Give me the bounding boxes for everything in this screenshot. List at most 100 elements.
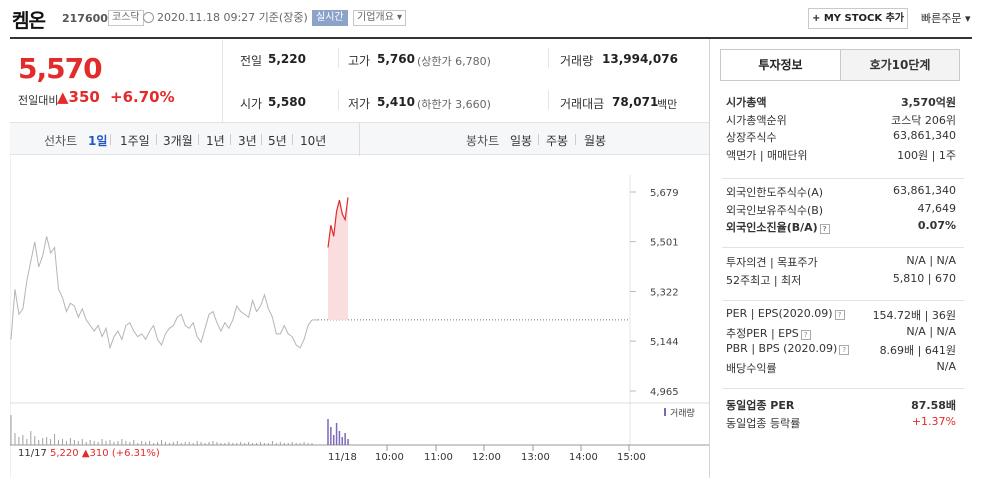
y-tick-label: 5,322 [650, 288, 679, 299]
y-tick-label: 5,144 [650, 337, 679, 348]
info-label: 시가총액 [726, 96, 767, 109]
high-label: 고가 [348, 54, 371, 68]
info-value: 3,570억원 [900, 96, 956, 109]
info-label: 상장주식수 [726, 131, 777, 144]
volume-value: 13,994,076 [602, 52, 678, 66]
divider [722, 247, 964, 248]
info-value: 87.58배 [911, 399, 956, 412]
period-1w[interactable]: 1주일 [120, 134, 150, 148]
divider [722, 178, 964, 179]
divider [548, 48, 549, 68]
help-icon[interactable]: ? [839, 345, 850, 355]
help-icon[interactable]: ? [834, 310, 845, 320]
candle-chart-label: 봉차트 [466, 134, 500, 148]
info-value: N/A | N/A [906, 254, 956, 267]
candle-daily[interactable]: 일봉 [510, 134, 533, 148]
info-value: 154.72배 | 36원 [872, 309, 956, 322]
period-10y[interactable]: 10년 [300, 134, 327, 148]
divider [722, 388, 964, 389]
timestamp: 2020.11.18 09:27 기준(장중) [143, 10, 308, 26]
footer-change: ▲310 [81, 448, 109, 459]
header-divider [10, 37, 972, 39]
stock-code: 217600 [62, 12, 108, 25]
y-tick-label: 5,501 [650, 238, 679, 249]
volume-legend-label: 거래량 [670, 407, 695, 419]
candle-monthly[interactable]: 월봉 [584, 134, 607, 148]
info-value: 47,649 [917, 201, 957, 215]
trade-amount-unit: 백만 [657, 98, 678, 111]
quick-order-dropdown[interactable]: 빠른주문 ▾ [921, 12, 971, 25]
divider [198, 134, 199, 145]
period-5y[interactable]: 5년 [268, 134, 287, 148]
info-label: 액면가 | 매매단위 [726, 148, 808, 162]
period-3m[interactable]: 3개월 [163, 134, 193, 148]
info-label: 외국인보유주식수(B) [726, 203, 824, 217]
period-1y[interactable]: 1년 [206, 134, 225, 148]
help-icon[interactable]: ? [800, 329, 811, 340]
prev-close-value: 5,220 [268, 52, 306, 66]
info-label: 외국인한도주식수(A) [726, 186, 824, 199]
info-label: PER | EPS(2020.09)? [726, 307, 845, 320]
price-chart[interactable]: 5,679 5,501 5,322 5,144 4,965 거래량 11/18 10:00… [10, 155, 709, 478]
divider [538, 134, 539, 145]
info-label: 동일업종 PER [726, 399, 795, 412]
info-value: N/A [936, 359, 956, 373]
divider [548, 90, 549, 110]
divider [261, 134, 262, 145]
tab-investment-info[interactable]: 투자정보 [720, 49, 841, 81]
high-value: 5,760 [377, 52, 415, 66]
info-value: N/A | N/A [906, 324, 956, 338]
x-tick-label: 11:00 [424, 452, 453, 463]
upper-limit: (상한가 6,780) [417, 55, 491, 68]
help-icon[interactable]: ? [819, 224, 830, 234]
low-value: 5,410 [377, 95, 415, 109]
divider [156, 134, 157, 145]
price-change: ▲350 [57, 88, 100, 106]
market-tag: 코스닥 [108, 10, 144, 26]
divider [359, 123, 360, 156]
divider [575, 134, 576, 145]
x-tick-label: 14:00 [569, 452, 598, 463]
chart-footer: 11/17 5,220 ▲310 (+6.31%) [18, 448, 160, 459]
period-3y[interactable]: 3년 [238, 134, 257, 148]
company-overview-dropdown[interactable]: 기업개요 ▾ [353, 10, 406, 26]
price-change-percent: +6.70% [110, 88, 175, 106]
footer-percent: (+6.31%) [111, 448, 160, 459]
info-label: 시가총액순위 [726, 113, 787, 127]
footer-price: 5,220 [50, 448, 79, 459]
current-price: 5,570 [18, 52, 103, 85]
candle-weekly[interactable]: 주봉 [546, 134, 569, 148]
divider [722, 300, 964, 301]
period-1d[interactable]: 1일 [88, 134, 108, 148]
divider [720, 80, 960, 81]
trade-amount-value: 78,071 [612, 95, 659, 109]
info-label: 추정PER | EPS? [726, 325, 811, 341]
trade-amount-label: 거래대금 [560, 97, 605, 111]
x-tick-label: 10:00 [375, 452, 404, 463]
today-line [327, 197, 349, 248]
prev-close-label: 전일 [240, 54, 263, 68]
info-value: 63,861,340 [893, 184, 956, 197]
info-label: 배당수익률 [726, 361, 777, 375]
x-tick-label: 13:00 [521, 452, 550, 463]
info-label: PBR | BPS (2020.09)? [726, 342, 850, 355]
line-chart-label: 선차트 [44, 134, 78, 148]
info-value: 5,810 | 670 [892, 271, 956, 285]
info-label: 52주최고 | 최저 [726, 273, 802, 287]
info-label: 투자의견 | 목표주가 [726, 256, 818, 269]
tab-orderbook-10[interactable]: 호가10단계 [840, 49, 960, 81]
info-value: 100원 | 1주 [897, 148, 956, 162]
volume-legend-swatch [664, 408, 666, 416]
info-value: 0.07% [917, 219, 956, 232]
open-label: 시가 [240, 97, 263, 111]
timestamp-text: 2020.11.18 09:27 기준(장중) [157, 11, 308, 24]
info-value: 8.69배 | 641원 [879, 344, 956, 357]
add-mystock-button[interactable]: + MY STOCK 추가 [808, 8, 908, 29]
x-tick-label: 12:00 [472, 452, 501, 463]
divider [110, 134, 111, 145]
stock-name: 켐온 [12, 10, 46, 32]
clock-icon [143, 12, 154, 23]
realtime-badge[interactable]: 실시간 [312, 10, 348, 26]
today-area [328, 197, 348, 320]
lower-limit: (하한가 3,660) [417, 98, 491, 111]
